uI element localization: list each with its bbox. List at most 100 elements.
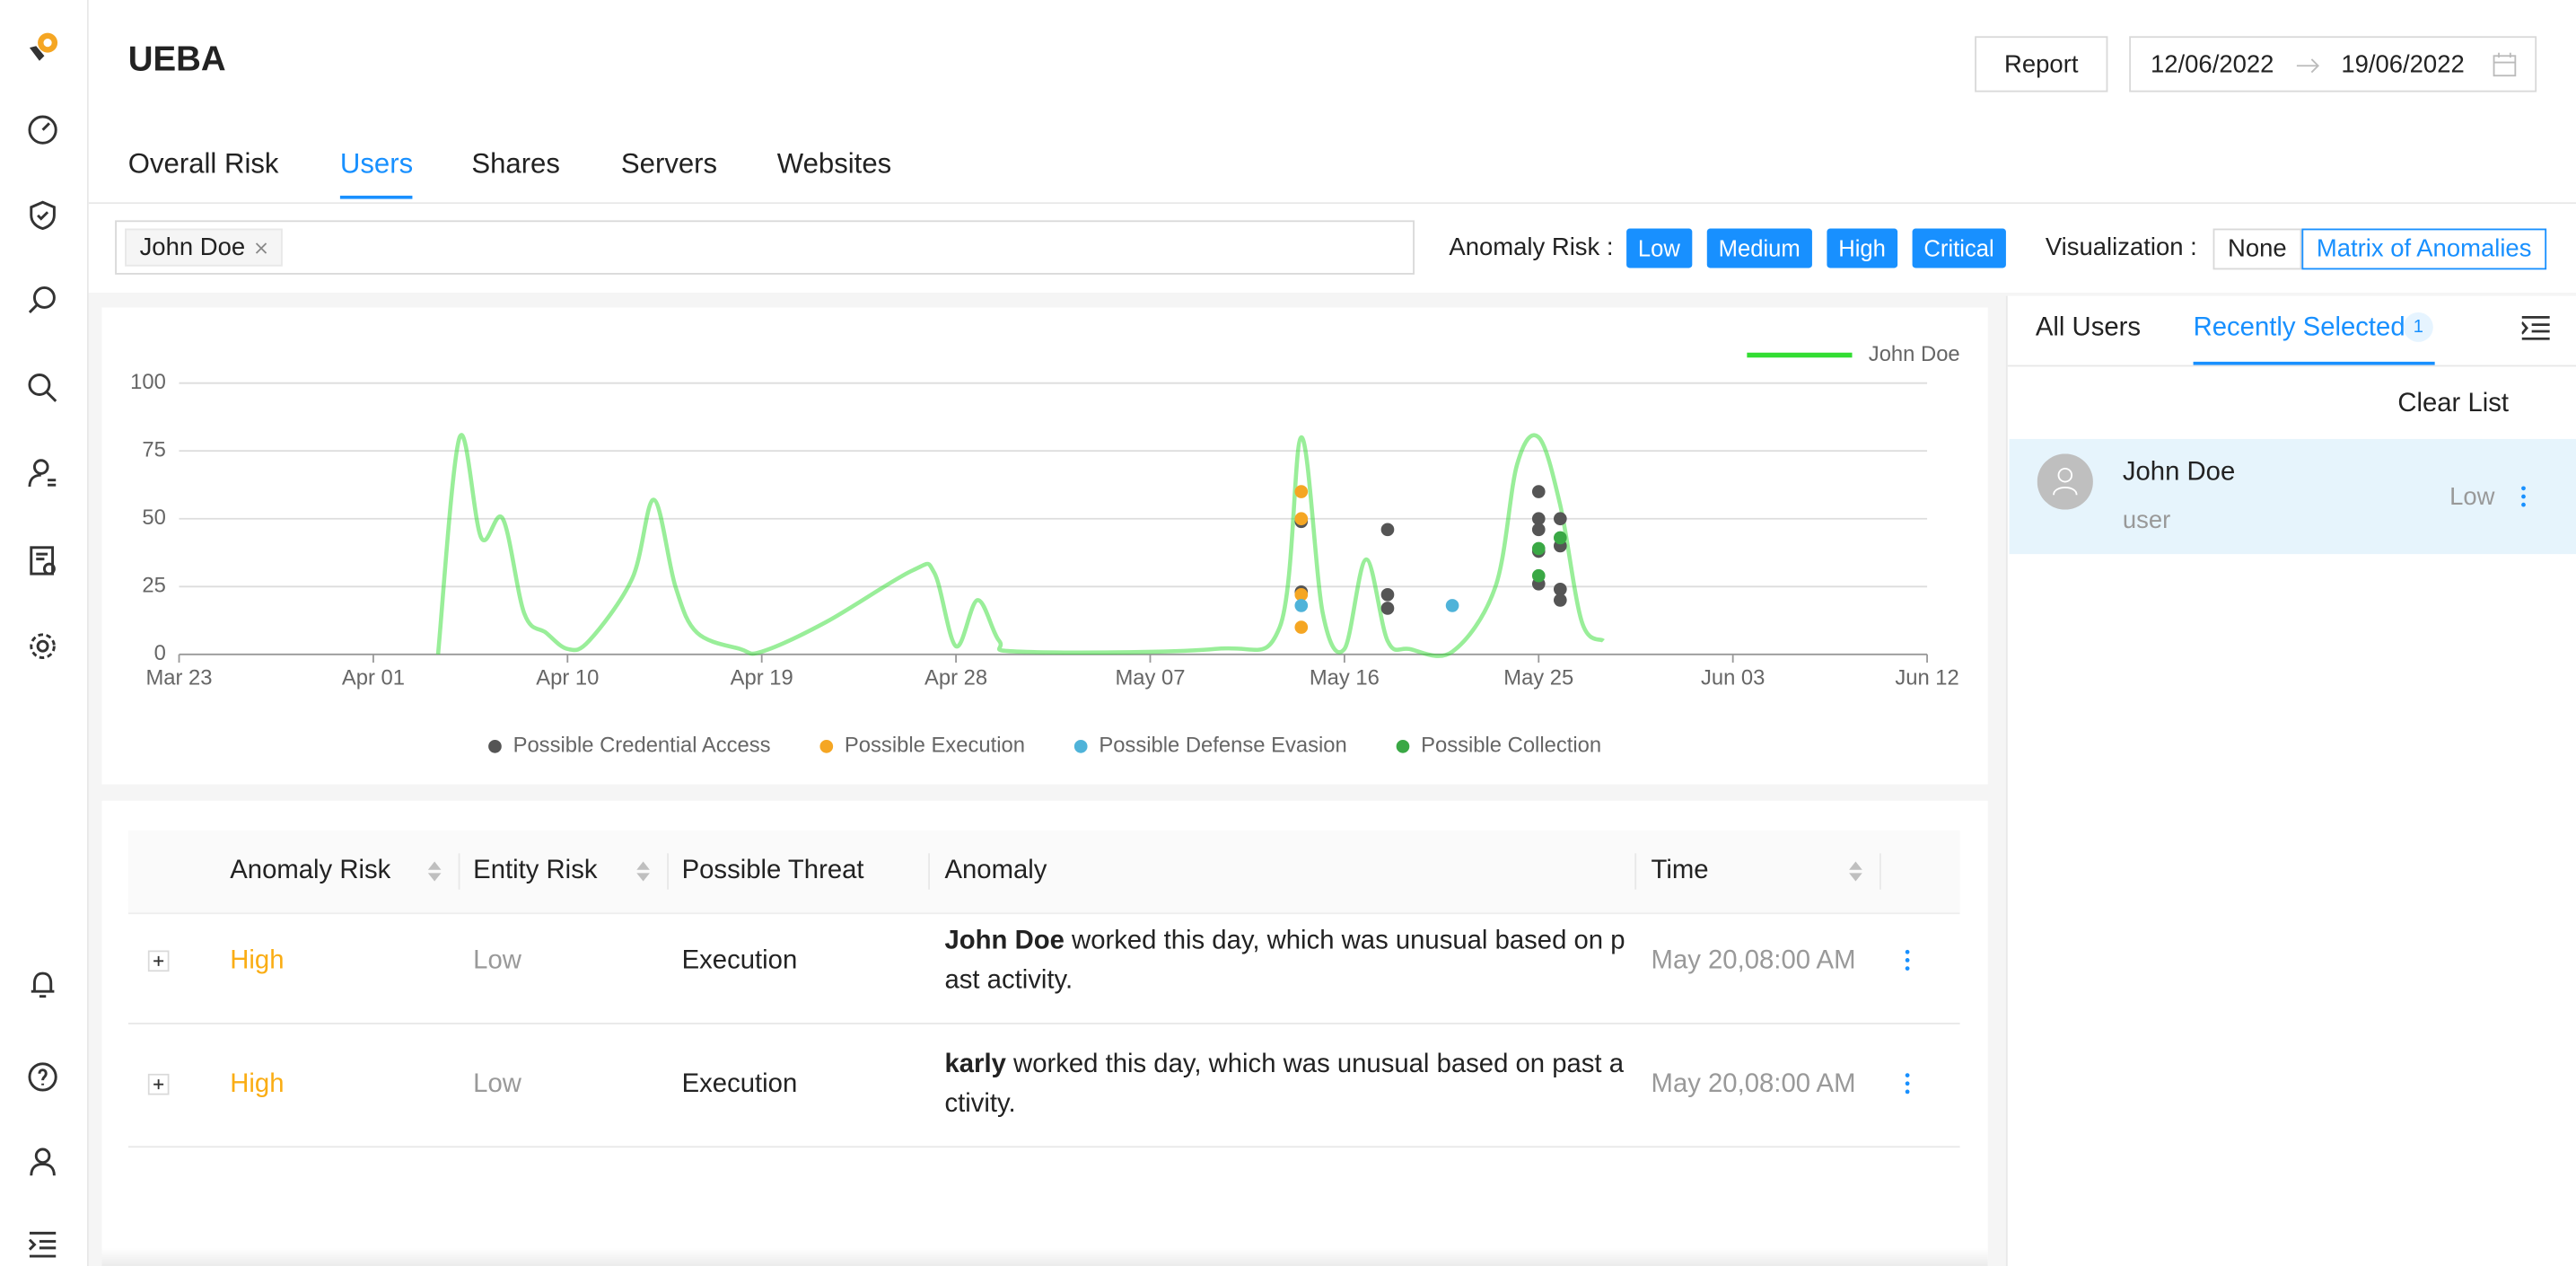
table-body: MediumLowExecutionactivity.May 20,08:00 … [127,858,1960,1266]
legend-label: Possible Execution [845,734,1025,758]
x-tick-label: Apr 19 [731,666,793,690]
table: MediumLowExecutionactivity.May 20,08:00 … [127,830,1960,1266]
column-header[interactable]: Anomaly Risk [230,857,391,885]
more-icon[interactable] [2520,485,2527,508]
legend-swatch [488,740,502,753]
arrow-icon [2296,58,2319,74]
scatter-point [1531,568,1546,583]
visualization-label: Visualization : [2045,233,2197,262]
column-separator [458,853,460,890]
entity-risk: Low [473,945,521,974]
column-separator [1634,853,1637,890]
nav-profile[interactable] [26,1146,59,1179]
risk-button[interactable]: Medium [1706,228,1812,268]
risk-button[interactable]: High [1827,228,1897,268]
tab[interactable]: Users [339,147,414,199]
page-title: UEBA [127,40,226,79]
chart: 0 25 50 75 100 Mar 23 Apr 01 Apr 10 Apr 19 Apr 28… [130,342,1960,758]
row-menu[interactable] [1904,949,1910,972]
table-header: Anomaly Risk Entity Risk Possible Threat An… [127,830,1960,915]
table-card: MediumLowExecutionactivity.May 20,08:00 … [101,800,1988,1266]
column-separator [928,853,931,890]
legend-label: Possible Defense Evasion [1099,734,1346,758]
user-role: user [2122,506,2171,535]
expand-button[interactable] [147,950,170,972]
y-tick-label: 0 [154,641,166,665]
scatter-point [1531,541,1546,556]
sort-icon[interactable] [1848,860,1862,884]
nav-dashboard[interactable] [26,113,59,146]
anomaly: John Doe worked this day, which was unus… [944,900,1626,1023]
tag-close[interactable] [255,241,268,254]
visualization-option[interactable]: Matrix of Anomalies [2301,228,2546,270]
badge: 1 [2403,312,2433,342]
risk-button[interactable]: Low [1626,228,1692,268]
legend: Possible Credential Access Possible Execu… [488,734,1601,758]
tab[interactable]: Overall Risk [127,147,279,180]
scatter-point [1553,531,1567,545]
legend-label: John Doe [1869,342,1960,366]
report-button[interactable]: Report [1975,36,2108,92]
nav-collapse[interactable] [26,1228,59,1262]
x-tick-label: Apr 01 [342,666,405,690]
legend-label: Possible Credential Access [513,734,771,758]
scatter-point [1553,582,1567,596]
risk-button[interactable]: Critical [1912,228,2006,268]
nav-users[interactable] [26,457,59,490]
sort-icon[interactable] [635,860,650,884]
user-name: John Doe [2122,458,2236,488]
scatter-point [1380,523,1395,537]
nav-notifications[interactable] [26,969,59,1002]
anomaly-risk-label: Anomaly Risk : [1449,233,1614,262]
filter-bar: John Doe Anomaly Risk : Low Medium High Cri… [88,204,2576,293]
anomaly-text: John Doe worked this day, which was unus… [944,921,1626,1000]
nav-reports[interactable] [26,544,59,577]
date-start: 12/06/2022 [2150,50,2274,79]
nav-search[interactable] [26,372,59,405]
tab[interactable]: Shares [471,147,560,180]
column-header[interactable]: Entity Risk [473,857,598,885]
scatter-point [1445,599,1459,612]
user-select[interactable]: John Doe [115,220,1415,275]
entity-risk: Low [473,1069,521,1098]
anomaly-risk: High [230,1069,285,1098]
column-header[interactable]: Time [1651,857,1709,885]
legend-swatch [819,740,834,753]
recently-selected-tab[interactable]: Recently Selected [2193,313,2405,342]
visualization-option[interactable]: None [2212,228,2302,270]
anomaly-user: John Doe [944,926,1065,955]
x-tick-label: Jun 03 [1701,666,1765,690]
scatter-point [1531,485,1546,498]
expand-button[interactable] [147,1073,170,1095]
y-tick-label: 50 [142,506,165,530]
tag-label: John Doe [139,233,246,262]
nav-security[interactable] [26,199,59,233]
tab[interactable]: Websites [776,147,892,180]
date-range[interactable]: 12/06/2022 19/06/2022 [2129,36,2537,92]
all-users-tab[interactable]: All Users [2035,313,2142,342]
tab[interactable]: Servers [620,147,718,180]
nav-settings[interactable] [26,629,59,663]
anomaly-risk: High [230,945,285,974]
table-row: High Low Execution karly worked this day, w… [127,1023,1960,1148]
column-separator [667,853,669,890]
nav-investigate[interactable] [26,285,59,318]
user-card[interactable]: John Doe user Low [2009,438,2576,555]
x-tick-label: May 16 [1310,666,1380,690]
anomaly-text: karly worked this day, which was unusual… [944,1045,1626,1124]
sidebar [0,0,89,1266]
list-icon[interactable] [2521,316,2550,340]
clear-list-button[interactable]: Clear List [2397,389,2510,418]
nav-help[interactable] [26,1060,59,1094]
x-tick-label: Apr 10 [536,666,599,690]
row-menu[interactable] [1904,1072,1910,1095]
scatter-point [1294,588,1309,602]
column-separator [1879,853,1881,890]
time: May 20,08:00 AM [1651,1069,1856,1098]
tab-underline [2193,361,2435,365]
scatter-point [1380,602,1395,615]
avatar [2037,453,2093,510]
divider [2007,365,2576,367]
sort-icon[interactable] [427,860,442,884]
legend-label: Possible Collection [1421,734,1601,758]
